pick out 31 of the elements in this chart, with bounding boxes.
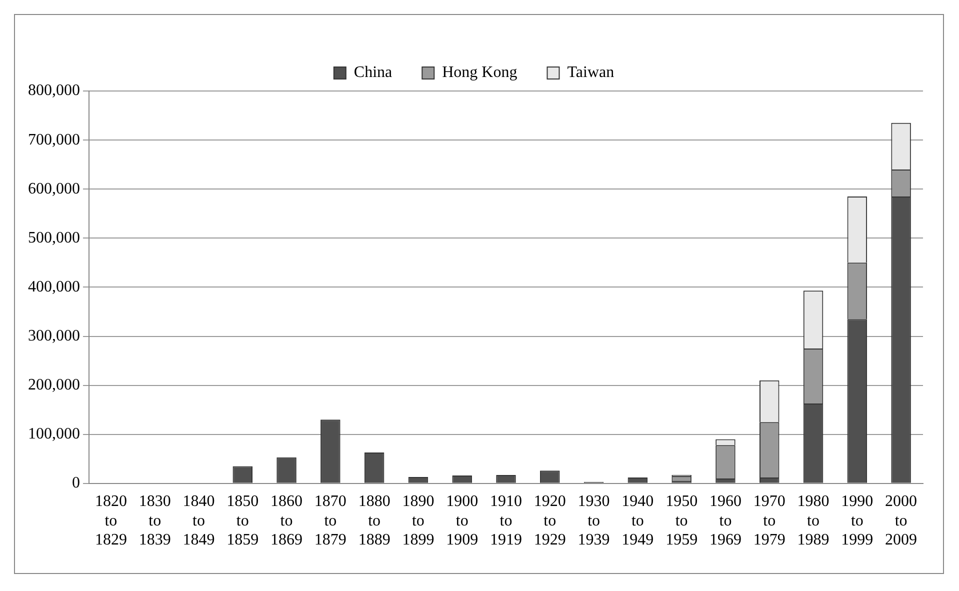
x-tick-label: 1970 to 1979 — [753, 493, 786, 549]
x-tick-label: 1930 to 1939 — [578, 493, 610, 549]
y-tick-label: 500,000 — [28, 229, 80, 246]
x-tick-label: 1910 to 1919 — [490, 493, 522, 549]
y-tick-label: 100,000 — [28, 426, 80, 443]
x-tick-label: 1990 to 1999 — [841, 493, 874, 549]
x-tick-label: 1860 to 1869 — [270, 493, 303, 549]
x-tick-label: 1820 to 1829 — [94, 493, 127, 549]
x-tick-label: 1850 to 1859 — [226, 493, 259, 549]
y-tick-label: 800,000 — [28, 82, 80, 100]
x-tick-label: 1980 to 1989 — [797, 493, 830, 549]
legend-label: China — [354, 64, 392, 82]
x-tick-label: 1960 to 1969 — [709, 493, 742, 549]
y-tick-label: 300,000 — [28, 327, 80, 344]
y-tick-label: 400,000 — [28, 278, 80, 296]
x-tick-label: 1890 to 1899 — [402, 493, 434, 549]
x-tick-label: 1920 to 1929 — [534, 493, 566, 549]
x-tick-label: 1830 to 1839 — [138, 493, 171, 549]
y-tick-label: 600,000 — [28, 180, 80, 198]
y-tick-label: 0 — [72, 474, 80, 492]
legend-label: Taiwan — [567, 64, 614, 82]
legend-label: Hong Kong — [442, 64, 518, 82]
y-tick-label: 200,000 — [28, 376, 80, 394]
x-tick-label: 1950 to 1959 — [666, 493, 698, 549]
x-tick-label: 1880 to 1889 — [358, 493, 390, 549]
x-tick-label: 1900 to 1909 — [446, 493, 478, 549]
y-tick-label: 700,000 — [28, 131, 80, 148]
x-tick-label: 2000 to 2009 — [885, 493, 918, 549]
x-tick-label: 1840 to 1849 — [182, 493, 215, 549]
x-tick-label: 1940 to 1949 — [622, 493, 654, 549]
x-tick-label: 1870 to 1879 — [314, 493, 346, 549]
